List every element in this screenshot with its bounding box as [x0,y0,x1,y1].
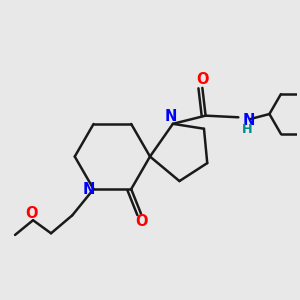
Text: O: O [135,214,147,229]
Text: O: O [196,71,208,86]
Text: O: O [25,206,38,221]
Text: N: N [242,113,255,128]
Text: H: H [242,123,253,136]
Text: N: N [82,182,95,196]
Text: N: N [165,109,178,124]
